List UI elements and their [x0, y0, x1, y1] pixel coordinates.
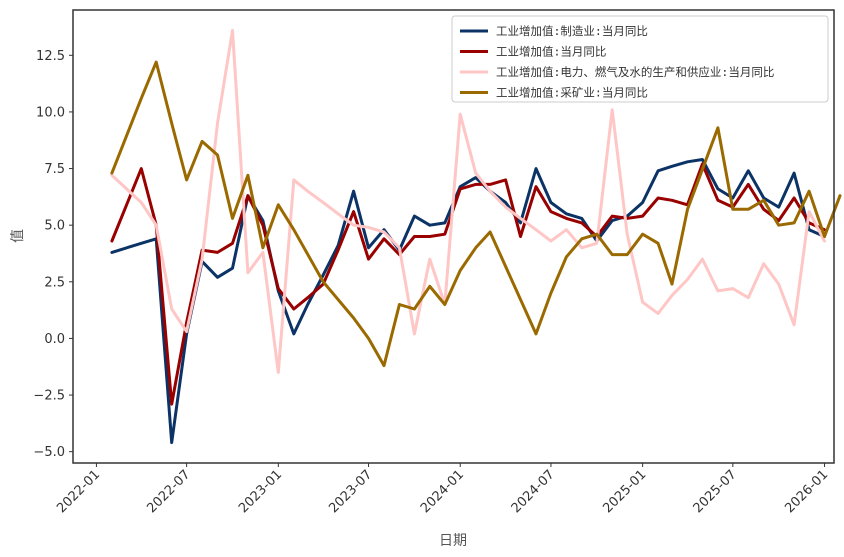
legend-box [451, 15, 829, 103]
series-layer [110, 28, 842, 445]
y-tick-label: −2.5 [33, 389, 65, 404]
legend-items: 工业增加值:制造业:当月同比工业增加值:当月同比工业增加值:电力、燃气及水的生产… [460, 24, 774, 100]
y-tick-label: 7.5 [44, 162, 65, 177]
y-axis-ticks: −5.0 −2.5 0.0 2.5 5.0 7.5 10.0 12.5 [33, 49, 73, 460]
y-tick-label: 10.0 [36, 105, 65, 120]
plot-frame [72, 9, 835, 464]
legend: 工业增加值:制造业:当月同比工业增加值:当月同比工业增加值:电力、燃气及水的生产… [451, 15, 829, 103]
legend-label: 工业增加值:采矿业:当月同比 [496, 86, 648, 100]
y-tick-label: 12.5 [36, 49, 65, 64]
y-tick-label: −5.0 [33, 445, 65, 460]
legend-label: 工业增加值:当月同比 [496, 45, 606, 59]
y-tick-label: 2.5 [44, 275, 65, 290]
legend-label: 工业增加值:制造业:当月同比 [496, 24, 648, 38]
y-tick-label: 5.0 [44, 219, 65, 234]
y-tick-label: 0.0 [44, 332, 65, 347]
legend-label: 工业增加值:电力、燃气及水的生产和供应业:当月同比 [496, 65, 774, 79]
series-line-4 [110, 60, 842, 368]
series-line-1 [110, 158, 826, 445]
x-axis-label: 日期 [439, 533, 467, 549]
y-axis-label: 值 [10, 229, 26, 243]
